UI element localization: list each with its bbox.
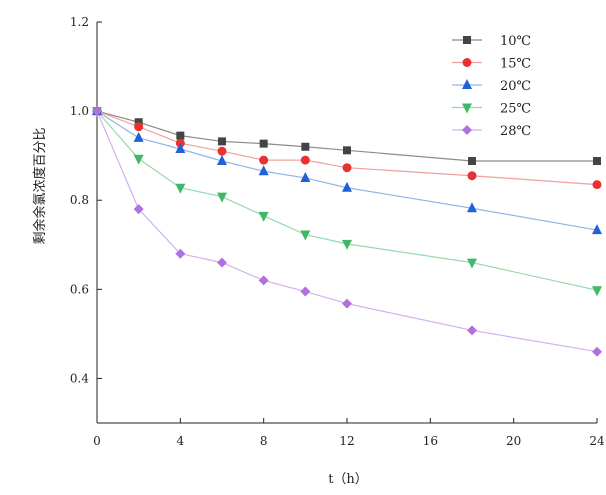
data-point: [300, 286, 311, 297]
legend-label: 20℃: [500, 79, 531, 94]
legend-marker: [462, 125, 472, 135]
data-point: [301, 142, 310, 151]
data-point: [175, 248, 186, 259]
legend-label: 10℃: [500, 34, 531, 49]
y-tick-label: 0.8: [70, 193, 89, 207]
x-tick-label: 20: [506, 434, 521, 448]
data-point: [258, 275, 269, 286]
data-point: [342, 239, 352, 250]
data-point: [258, 165, 269, 176]
legend-marker: [462, 79, 472, 89]
data-point: [467, 202, 477, 213]
x-tick-label: 8: [260, 434, 268, 448]
data-point: [133, 204, 144, 215]
legend-label: 15℃: [500, 57, 531, 72]
y-tick-label: 0.4: [70, 371, 89, 385]
data-point: [176, 131, 185, 140]
data-point: [217, 146, 227, 156]
data-point: [217, 192, 227, 203]
data-point: [217, 155, 227, 166]
data-point: [593, 157, 601, 166]
data-point: [467, 171, 477, 181]
data-point: [134, 122, 144, 132]
legend-label: 25℃: [500, 102, 531, 117]
data-point: [467, 325, 477, 336]
data-point: [259, 139, 268, 148]
legend-marker: [463, 36, 471, 44]
legend-marker: [462, 103, 472, 114]
y-tick-label: 1.0: [70, 104, 89, 118]
x-tick-label: 0: [93, 434, 101, 448]
data-point: [258, 211, 269, 222]
data-point: [342, 163, 352, 173]
legend-label: 28℃: [500, 124, 531, 139]
x-tick-label: 12: [339, 434, 354, 448]
data-point: [592, 346, 602, 357]
data-point: [175, 142, 186, 153]
data-point: [342, 181, 352, 192]
data-point: [217, 257, 227, 268]
data-point: [133, 131, 144, 142]
data-point: [175, 183, 186, 194]
data-point: [218, 137, 226, 146]
data-point: [468, 157, 476, 166]
y-tick-label: 1.2: [70, 15, 89, 29]
data-point: [467, 258, 477, 269]
data-point: [592, 286, 602, 297]
data-point: [300, 230, 311, 241]
data-point: [342, 298, 352, 309]
data-point: [259, 155, 269, 165]
x-axis-title: t（h）: [328, 472, 368, 487]
data-point: [300, 155, 310, 165]
x-tick-label: 24: [589, 434, 605, 448]
legend-marker: [462, 58, 472, 67]
data-point: [92, 106, 102, 117]
y-axis-title: 剩余余氯浓度百分比: [32, 127, 48, 244]
data-point: [592, 224, 602, 235]
data-point: [592, 180, 602, 190]
x-tick-label: 4: [177, 434, 185, 448]
data-point: [133, 154, 144, 165]
data-point: [343, 146, 351, 155]
y-tick-label: 0.6: [70, 282, 89, 296]
x-tick-label: 16: [423, 434, 438, 448]
data-point: [300, 171, 311, 182]
